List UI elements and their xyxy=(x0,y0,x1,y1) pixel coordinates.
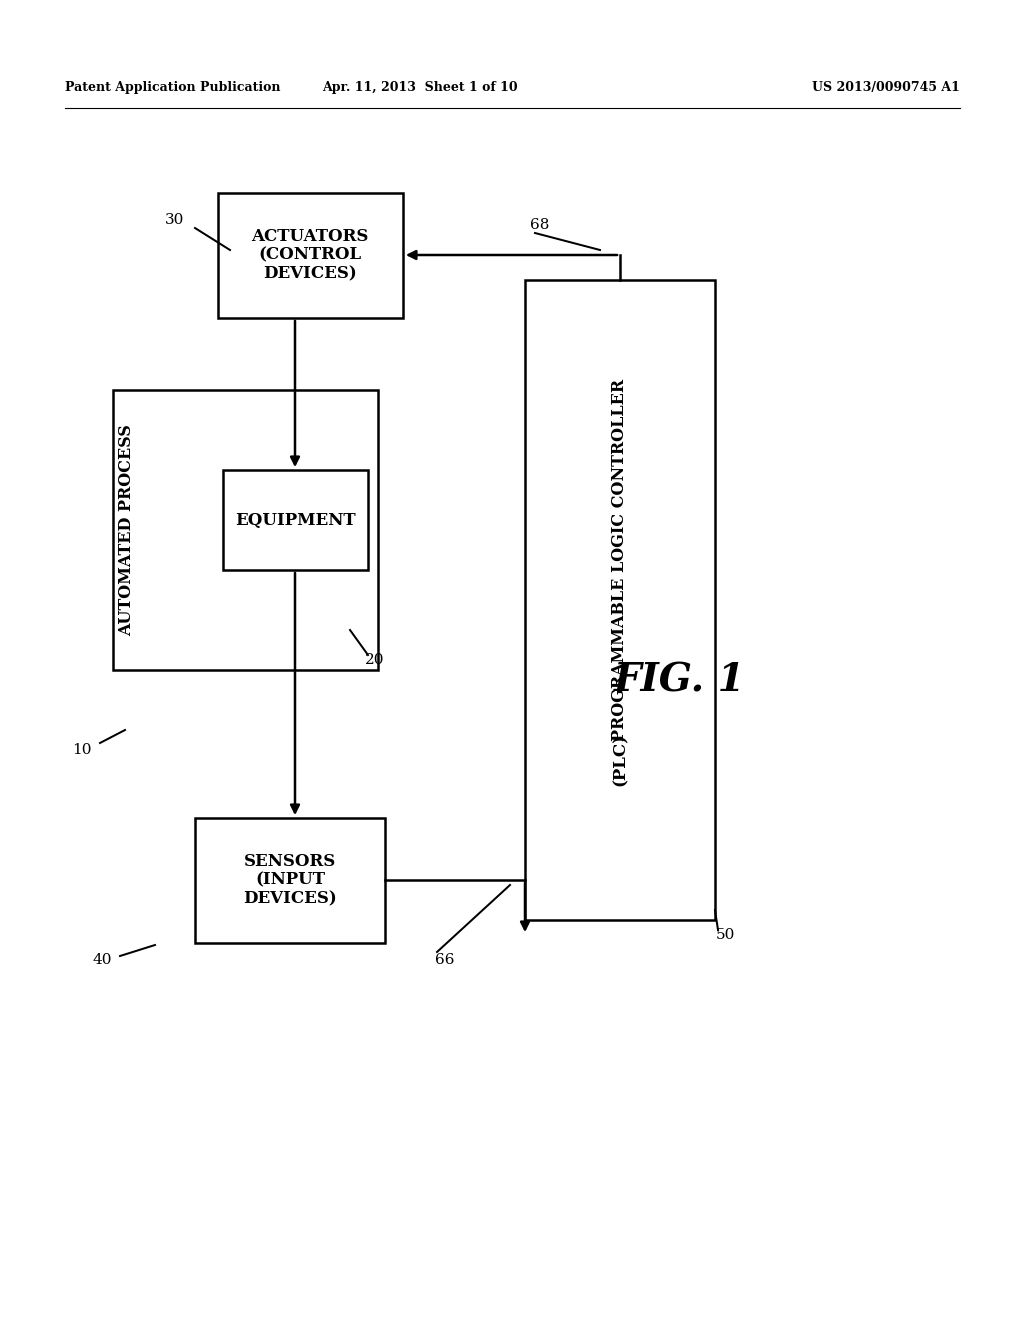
Text: 66: 66 xyxy=(435,953,455,968)
Bar xyxy=(113,389,378,671)
Text: (INPUT: (INPUT xyxy=(255,871,325,888)
Text: 68: 68 xyxy=(530,218,550,232)
Bar xyxy=(195,817,385,942)
Bar xyxy=(217,193,402,318)
Text: DEVICES): DEVICES) xyxy=(263,265,357,282)
Text: US 2013/0090745 A1: US 2013/0090745 A1 xyxy=(812,82,961,95)
Text: ACTUATORS: ACTUATORS xyxy=(251,228,369,246)
Text: 40: 40 xyxy=(92,953,112,968)
Text: 20: 20 xyxy=(366,653,385,667)
Text: 50: 50 xyxy=(716,928,734,942)
Text: SENSORS: SENSORS xyxy=(244,853,336,870)
Text: DEVICES): DEVICES) xyxy=(243,890,337,907)
Bar xyxy=(222,470,368,570)
Text: EQUIPMENT: EQUIPMENT xyxy=(234,511,355,528)
Text: AUTOMATED PROCESS: AUTOMATED PROCESS xyxy=(118,424,135,636)
Text: 10: 10 xyxy=(73,743,92,756)
Text: PROGRAMMABLE LOGIC CONTROLLER: PROGRAMMABLE LOGIC CONTROLLER xyxy=(611,379,629,741)
Text: FIG. 1: FIG. 1 xyxy=(614,661,745,700)
Text: 30: 30 xyxy=(165,213,184,227)
Text: (CONTROL: (CONTROL xyxy=(258,247,361,264)
Text: (PLC): (PLC) xyxy=(611,734,629,787)
Bar xyxy=(525,280,715,920)
Text: Apr. 11, 2013  Sheet 1 of 10: Apr. 11, 2013 Sheet 1 of 10 xyxy=(323,82,518,95)
Text: Patent Application Publication: Patent Application Publication xyxy=(65,82,281,95)
